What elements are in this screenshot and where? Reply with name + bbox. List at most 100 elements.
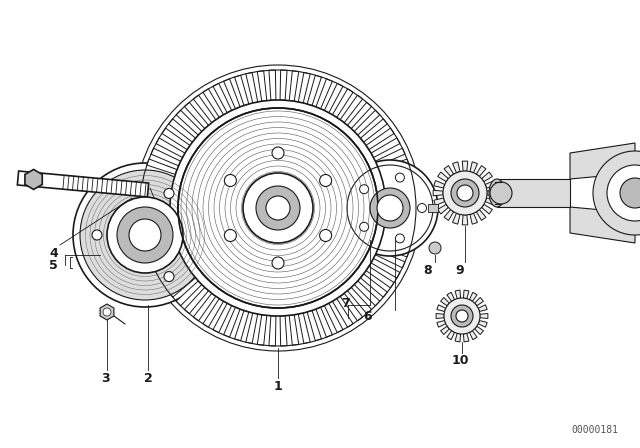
Circle shape [607, 165, 640, 221]
Polygon shape [440, 326, 449, 335]
Polygon shape [463, 290, 469, 299]
Text: 4: 4 [49, 246, 58, 259]
Polygon shape [280, 70, 287, 100]
Circle shape [107, 197, 183, 273]
Polygon shape [162, 267, 190, 288]
Text: 9: 9 [456, 263, 464, 276]
Polygon shape [379, 241, 409, 257]
Polygon shape [213, 303, 232, 333]
Polygon shape [140, 193, 171, 201]
Text: 1: 1 [274, 379, 282, 392]
Circle shape [225, 229, 236, 241]
Polygon shape [375, 148, 405, 166]
Polygon shape [307, 75, 321, 105]
Polygon shape [340, 293, 363, 321]
Polygon shape [438, 204, 449, 214]
FancyBboxPatch shape [428, 204, 438, 212]
Circle shape [451, 305, 473, 327]
Polygon shape [203, 89, 223, 117]
Polygon shape [324, 303, 343, 333]
Polygon shape [147, 241, 177, 257]
Polygon shape [269, 70, 276, 100]
Polygon shape [570, 143, 635, 179]
Circle shape [164, 189, 174, 198]
Polygon shape [463, 333, 469, 342]
Circle shape [266, 196, 290, 220]
Polygon shape [348, 102, 372, 129]
Circle shape [243, 173, 313, 243]
Circle shape [170, 100, 386, 316]
Circle shape [319, 175, 332, 186]
Polygon shape [348, 287, 372, 314]
Polygon shape [478, 305, 487, 311]
Polygon shape [223, 79, 240, 109]
Circle shape [92, 230, 102, 240]
Polygon shape [452, 213, 460, 224]
Polygon shape [382, 233, 412, 246]
Circle shape [377, 195, 403, 221]
Circle shape [319, 229, 332, 241]
Polygon shape [25, 169, 42, 190]
Text: 10: 10 [451, 353, 468, 366]
Polygon shape [151, 148, 180, 166]
Polygon shape [379, 159, 409, 174]
Text: 3: 3 [100, 371, 109, 384]
Polygon shape [257, 315, 267, 345]
Circle shape [164, 271, 174, 282]
Polygon shape [447, 331, 454, 340]
Polygon shape [140, 215, 171, 223]
Polygon shape [570, 207, 635, 243]
Polygon shape [438, 172, 449, 181]
Polygon shape [141, 224, 172, 234]
Polygon shape [478, 320, 487, 327]
Polygon shape [100, 304, 114, 320]
Circle shape [417, 203, 426, 212]
Polygon shape [156, 258, 185, 278]
Polygon shape [386, 205, 416, 211]
Polygon shape [437, 320, 445, 327]
Polygon shape [340, 95, 363, 123]
Polygon shape [475, 326, 483, 335]
Polygon shape [384, 181, 415, 192]
Circle shape [620, 178, 640, 208]
Polygon shape [384, 224, 415, 234]
Circle shape [593, 151, 640, 235]
Polygon shape [385, 215, 416, 223]
Polygon shape [143, 170, 174, 183]
Polygon shape [151, 250, 180, 268]
Text: 5: 5 [49, 258, 58, 271]
Polygon shape [289, 315, 299, 345]
Polygon shape [475, 297, 483, 306]
Polygon shape [434, 198, 445, 206]
Circle shape [129, 219, 161, 251]
Text: 00000181: 00000181 [572, 425, 618, 435]
Text: 2: 2 [143, 371, 152, 384]
Polygon shape [298, 313, 310, 344]
Circle shape [360, 222, 369, 231]
Polygon shape [485, 198, 496, 206]
Polygon shape [176, 110, 202, 135]
Polygon shape [203, 299, 223, 327]
Polygon shape [366, 128, 394, 150]
Polygon shape [382, 170, 412, 183]
Polygon shape [437, 305, 445, 311]
Circle shape [443, 171, 487, 215]
Polygon shape [223, 307, 240, 337]
Polygon shape [476, 166, 486, 177]
Polygon shape [354, 110, 380, 135]
Polygon shape [444, 210, 454, 220]
Polygon shape [436, 314, 444, 319]
Circle shape [272, 147, 284, 159]
Circle shape [444, 298, 480, 334]
Polygon shape [360, 119, 387, 142]
Polygon shape [375, 250, 405, 268]
Text: 7: 7 [340, 297, 349, 310]
Polygon shape [162, 128, 190, 150]
Polygon shape [433, 190, 443, 196]
Polygon shape [470, 162, 477, 173]
Circle shape [256, 186, 300, 230]
Polygon shape [366, 267, 394, 288]
Polygon shape [371, 138, 400, 158]
Polygon shape [470, 331, 477, 340]
Polygon shape [482, 204, 492, 214]
